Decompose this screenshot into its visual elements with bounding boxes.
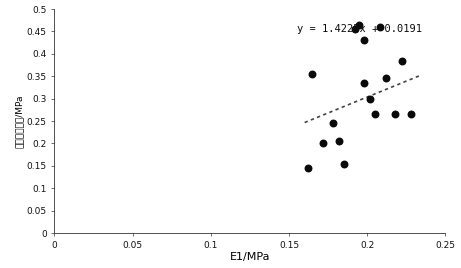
Y-axis label: 实测杨氏模量/MPa: 实测杨氏模量/MPa xyxy=(15,94,24,148)
Point xyxy=(366,96,374,101)
Point xyxy=(351,27,358,31)
Point xyxy=(361,81,368,85)
Point xyxy=(304,166,312,170)
Point xyxy=(372,112,379,117)
Point xyxy=(376,25,384,29)
Point xyxy=(398,58,405,63)
Point xyxy=(340,161,348,166)
Text: y = 1.4225x + 0.0191: y = 1.4225x + 0.0191 xyxy=(297,24,422,34)
Point xyxy=(320,141,327,146)
Point xyxy=(335,139,343,143)
Point xyxy=(361,38,368,43)
Point xyxy=(329,121,337,125)
Point xyxy=(392,112,399,117)
Point xyxy=(382,76,390,81)
X-axis label: E1/MPa: E1/MPa xyxy=(230,252,270,262)
Point xyxy=(408,112,415,117)
Point xyxy=(309,72,316,76)
Point xyxy=(356,23,363,27)
